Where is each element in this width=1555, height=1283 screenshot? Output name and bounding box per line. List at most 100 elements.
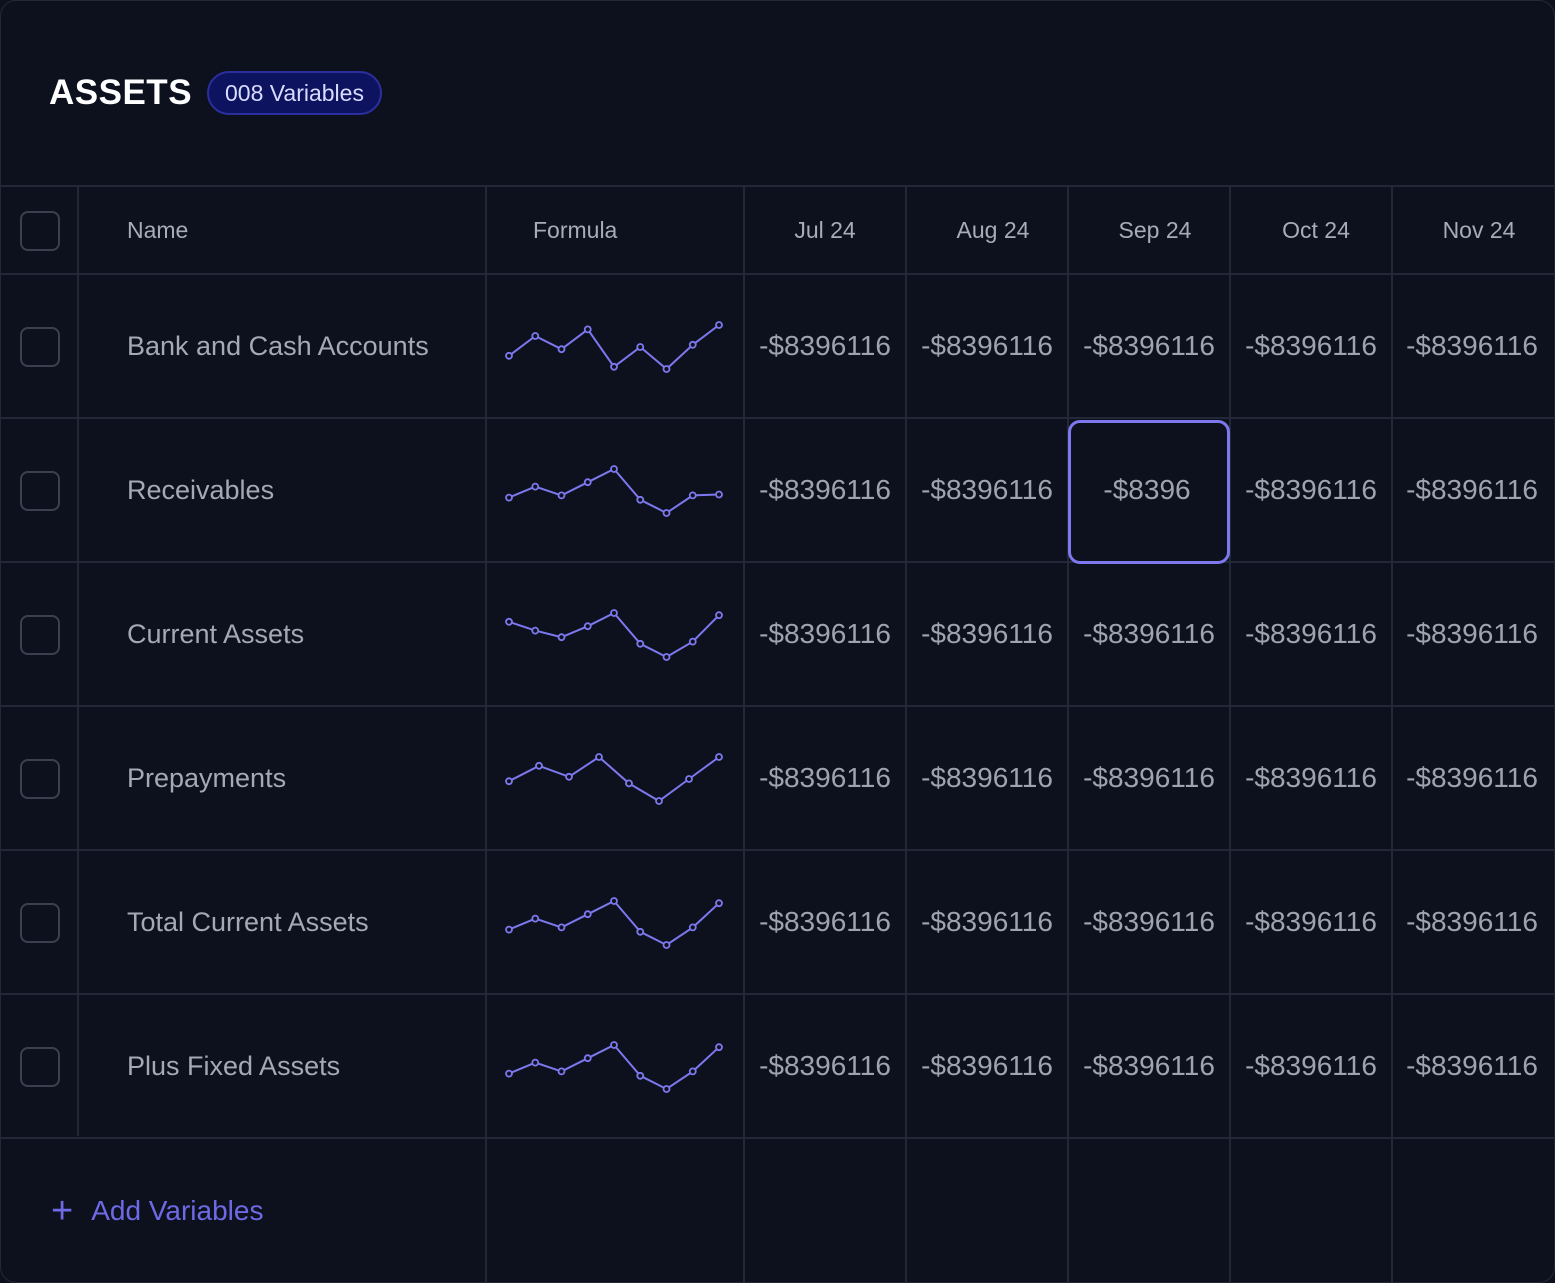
value-cell-aug-24[interactable]: -$8396116	[921, 330, 1053, 361]
sparkline-point	[715, 321, 723, 329]
value-cell-nov-24[interactable]: -$8396116	[1406, 474, 1538, 505]
value-cell-aug-24[interactable]: -$8396116	[921, 762, 1053, 793]
row-name[interactable]: Prepayments	[127, 762, 287, 793]
value-cell-jul-24[interactable]: -$8396116	[759, 474, 891, 505]
row-checkbox[interactable]	[20, 1047, 60, 1087]
sparkline-point	[662, 653, 671, 661]
sparkline-point	[505, 777, 513, 786]
column-header-formula[interactable]: Formula	[533, 216, 618, 243]
value-cell-sep-24[interactable]: -$8396116	[1083, 330, 1215, 361]
sparkline-point	[505, 617, 513, 626]
value-cell-nov-24[interactable]: -$8396116	[1406, 762, 1538, 793]
sparkline-point	[557, 345, 566, 354]
value-cell-sep-24-editing[interactable]: -$8396	[1103, 474, 1191, 505]
page-title: ASSETS	[49, 73, 193, 112]
grid-line	[1229, 185, 1231, 1282]
sparkline-point	[583, 478, 592, 487]
value-cell-aug-24[interactable]: -$8396116	[921, 1050, 1053, 1081]
value-cell-oct-24[interactable]: -$8396116	[1245, 474, 1377, 505]
add-variables-button[interactable]: + Add Variables	[51, 1190, 264, 1232]
sparkline-point	[715, 753, 723, 761]
value-cell-sep-24[interactable]: -$8396116	[1083, 906, 1215, 937]
formula-sparkline	[505, 321, 723, 373]
value-cell-jul-24[interactable]: -$8396116	[759, 1050, 891, 1081]
value-cell-oct-24[interactable]: -$8396116	[1245, 1050, 1377, 1081]
sparkline-point	[535, 761, 543, 770]
sparkline-series	[508, 1043, 720, 1091]
column-header-nov-24[interactable]: Nov 24	[1442, 216, 1516, 243]
value-cell-jul-24[interactable]: -$8396116	[759, 618, 891, 649]
formula-sparkline	[505, 1041, 723, 1093]
sparkline-point	[583, 1054, 592, 1063]
value-cell-oct-24[interactable]: -$8396116	[1245, 762, 1377, 793]
sparkline-point	[636, 343, 645, 351]
sparkline-series	[508, 324, 720, 371]
row-name[interactable]: Bank and Cash Accounts	[127, 330, 429, 361]
value-cell-oct-24[interactable]: -$8396116	[1245, 330, 1377, 361]
add-variables-label: Add Variables	[91, 1195, 264, 1226]
value-cell-nov-24[interactable]: -$8396116	[1406, 906, 1538, 937]
sparkline-point	[688, 491, 697, 500]
sparkline-point	[610, 465, 618, 473]
value-cell-sep-24[interactable]: -$8396116	[1083, 1050, 1215, 1081]
sparkline-series	[508, 611, 720, 659]
sparkline-point	[636, 1071, 645, 1080]
sparkline-point	[688, 1067, 697, 1076]
sparkline-point	[583, 910, 592, 919]
value-cell-aug-24[interactable]: -$8396116	[921, 474, 1053, 505]
row-name[interactable]: Receivables	[127, 474, 275, 505]
sparkline-point	[610, 1041, 618, 1049]
sparkline-point	[595, 753, 603, 761]
value-cell-oct-24[interactable]: -$8396116	[1245, 618, 1377, 649]
value-cell-nov-24[interactable]: -$8396116	[1406, 618, 1538, 649]
value-cell-aug-24[interactable]: -$8396116	[921, 906, 1053, 937]
grid-line	[1067, 185, 1069, 1282]
value-cell-aug-24[interactable]: -$8396116	[921, 618, 1053, 649]
sparkline-point	[610, 897, 618, 905]
row-checkbox[interactable]	[20, 471, 60, 511]
value-cell-oct-24[interactable]: -$8396116	[1245, 906, 1377, 937]
value-cell-jul-24[interactable]: -$8396116	[759, 762, 891, 793]
row-name[interactable]: Current Assets	[127, 618, 305, 649]
row-checkbox[interactable]	[20, 903, 60, 943]
value-cell-jul-24[interactable]: -$8396116	[759, 906, 891, 937]
sparkline-point	[625, 779, 633, 788]
sparkline-point	[557, 1067, 566, 1076]
grid-line	[1, 417, 1554, 419]
row-checkbox[interactable]	[20, 759, 60, 799]
sparkline-point	[505, 1069, 513, 1078]
sparkline-point	[662, 509, 671, 517]
grid-line	[1, 1137, 1554, 1139]
formula-sparkline	[505, 465, 723, 517]
column-header-name[interactable]: Name	[127, 216, 189, 243]
column-header-oct-24[interactable]: Oct 24	[1282, 216, 1350, 243]
variables-count-badge: 008 Variables	[207, 71, 382, 115]
plus-icon: +	[51, 1190, 74, 1232]
select-all-checkbox[interactable]	[20, 211, 60, 251]
column-header-sep-24[interactable]: Sep 24	[1118, 216, 1192, 243]
grid-line	[743, 185, 745, 1282]
selected-cell-outline	[1068, 420, 1230, 564]
value-cell-jul-24[interactable]: -$8396116	[759, 330, 891, 361]
grid-line	[1, 185, 1554, 187]
value-cell-sep-24[interactable]: -$8396116	[1083, 762, 1215, 793]
row-name[interactable]: Total Current Assets	[127, 906, 369, 937]
value-cell-nov-24[interactable]: -$8396116	[1406, 1050, 1538, 1081]
sparkline-point	[715, 611, 723, 620]
column-header-aug-24[interactable]: Aug 24	[956, 216, 1030, 243]
sparkline-point	[685, 775, 693, 783]
grid-line	[77, 185, 79, 1136]
sparkline-point	[636, 495, 645, 504]
sparkline-point	[505, 351, 513, 360]
sparkline-point	[636, 927, 645, 936]
value-cell-sep-24[interactable]: -$8396116	[1083, 618, 1215, 649]
sparkline-point	[565, 772, 573, 781]
row-name[interactable]: Plus Fixed Assets	[127, 1050, 341, 1081]
row-checkbox[interactable]	[20, 615, 60, 655]
column-header-jul-24[interactable]: Jul 24	[794, 216, 856, 243]
sparkline-point	[636, 639, 645, 648]
value-cell-nov-24[interactable]: -$8396116	[1406, 330, 1538, 361]
sparkline-point	[505, 925, 513, 934]
sparkline-point	[531, 332, 540, 340]
row-checkbox[interactable]	[20, 327, 60, 367]
